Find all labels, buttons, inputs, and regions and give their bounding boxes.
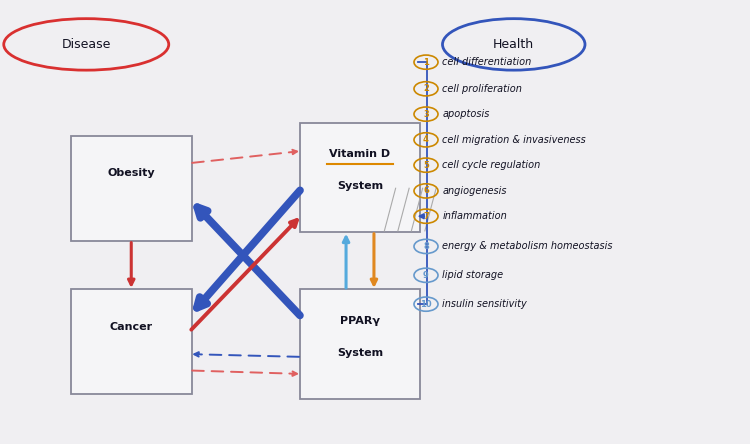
Text: Obesity: Obesity [107,168,155,178]
Text: apoptosis: apoptosis [442,109,490,119]
FancyBboxPatch shape [70,289,192,394]
Text: Health: Health [494,38,534,51]
Text: 4: 4 [423,135,429,144]
Text: System: System [337,348,383,357]
Text: 7: 7 [423,212,429,221]
Text: 8: 8 [423,242,429,251]
Text: energy & metabolism homeostasis: energy & metabolism homeostasis [442,242,613,251]
Text: Cancer: Cancer [110,321,153,332]
Text: cell cycle regulation: cell cycle regulation [442,160,541,170]
Text: Vitamin D: Vitamin D [329,149,391,159]
Text: insulin sensitivity: insulin sensitivity [442,299,527,309]
Text: 2: 2 [423,84,429,93]
Text: 1: 1 [423,58,429,67]
Text: 9: 9 [423,271,429,280]
Text: 10: 10 [420,300,432,309]
FancyBboxPatch shape [70,136,192,241]
Text: 5: 5 [423,161,429,170]
Text: System: System [337,181,383,191]
Text: 6: 6 [423,186,429,195]
Text: cell differentiation: cell differentiation [442,57,532,67]
Text: 3: 3 [423,110,429,119]
FancyBboxPatch shape [299,289,420,399]
Text: Disease: Disease [62,38,111,51]
Text: angiogenesis: angiogenesis [442,186,507,196]
Text: cell proliferation: cell proliferation [442,84,522,94]
FancyBboxPatch shape [299,123,420,232]
Text: cell migration & invasiveness: cell migration & invasiveness [442,135,586,145]
Text: PPARγ: PPARγ [340,316,380,325]
Text: inflammation: inflammation [442,211,507,221]
Text: lipid storage: lipid storage [442,270,504,280]
